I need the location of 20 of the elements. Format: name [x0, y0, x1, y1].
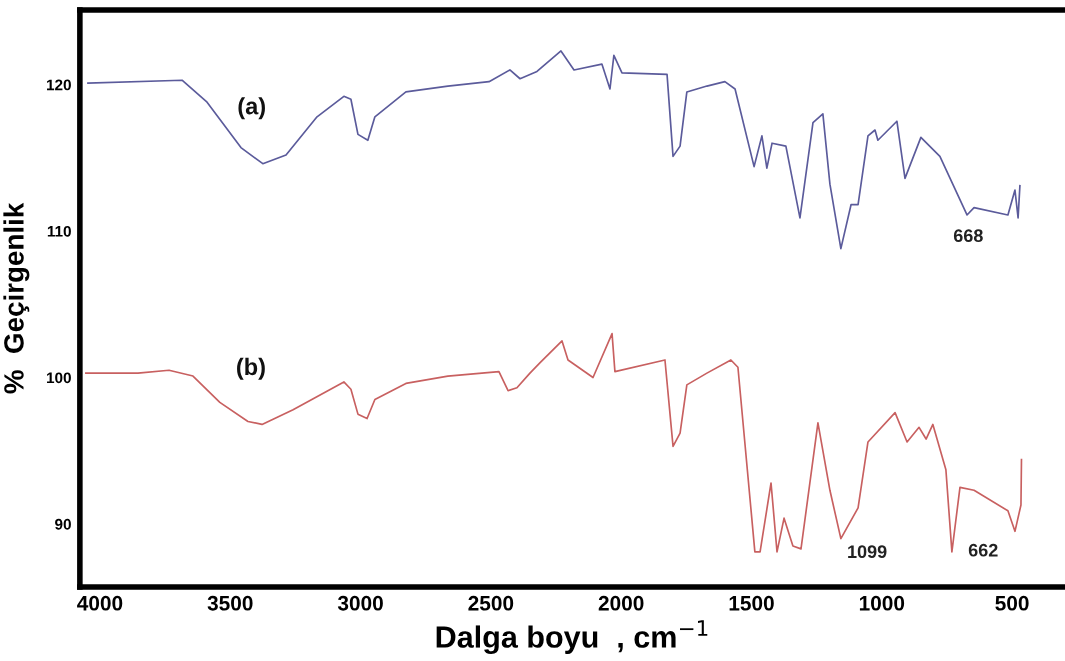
line-series — [87, 50, 1021, 250]
y-tick-label: 90 — [55, 518, 71, 530]
annotation: 668 — [953, 229, 983, 243]
annotation: 1099 — [848, 545, 887, 559]
x-tick-label: 1500 — [729, 595, 774, 611]
y-tick-label: 100 — [47, 372, 71, 384]
series-label: (a) — [238, 97, 265, 120]
annotation: 662 — [968, 543, 998, 557]
y-tick-label: 120 — [47, 79, 71, 91]
y-axis-title: % Geçirgenlik — [3, 202, 30, 394]
series-label: (b) — [237, 357, 265, 380]
x-tick-label: 3000 — [337, 595, 383, 611]
x-tick-label: 1000 — [859, 595, 905, 611]
x-tick-label: 2000 — [598, 595, 644, 611]
x-tick-label: 2500 — [468, 595, 514, 611]
y-tick-label: 110 — [47, 225, 71, 237]
x-tick-label: 500 — [995, 595, 1029, 611]
x-tick-label: 3500 — [207, 595, 253, 611]
x-tick-label: 4000 — [77, 595, 123, 611]
x-axis-title: Dalga boyu , cm$^{−1}$ — [436, 620, 708, 655]
